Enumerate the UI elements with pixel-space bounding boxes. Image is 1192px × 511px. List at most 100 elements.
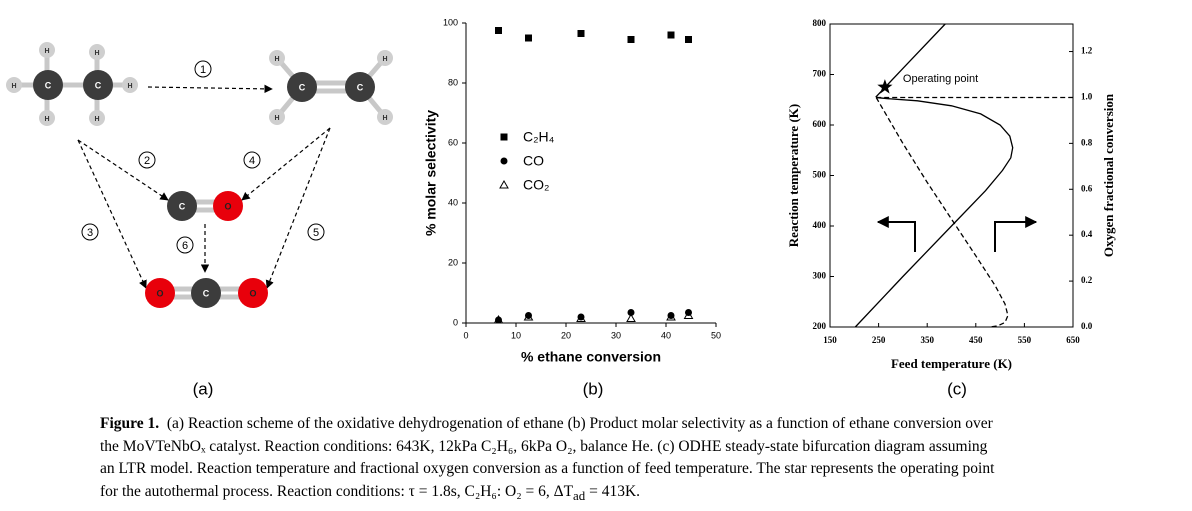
atom: [89, 44, 105, 60]
atom: [145, 278, 175, 308]
marker-square: [495, 27, 502, 34]
y2-axis-label: Oxygen fractional conversion: [1101, 93, 1116, 257]
step-number: 6: [182, 240, 188, 252]
y2-tick-label: 0.2: [1081, 275, 1093, 285]
marker-triangle: [666, 311, 676, 321]
step-number: 2: [144, 155, 150, 167]
step-number: 3: [87, 227, 93, 239]
marker-triangle: [493, 314, 504, 324]
atom: [287, 72, 317, 102]
atom-label: O: [224, 201, 231, 211]
atom-label: O: [156, 288, 163, 298]
y-axis-label: % molar selectivity: [423, 110, 439, 236]
atom: [33, 70, 63, 100]
atom: [269, 50, 285, 66]
reaction-arrows: [77, 84, 331, 289]
atom: [269, 109, 285, 125]
atom-label: C: [203, 288, 210, 298]
x-axis-label: % ethane conversion: [521, 349, 661, 365]
caption-line: for the autothermal process. Reaction co…: [100, 481, 994, 508]
step-circle: [194, 60, 212, 78]
y-tick-label: 300: [813, 271, 827, 281]
plot-frame: [829, 23, 1074, 328]
arrow: [77, 139, 169, 201]
marker-square: [577, 30, 585, 37]
y2-tick-label: 0.8: [1081, 137, 1093, 147]
direction-arrows: [876, 216, 1038, 252]
atom: [39, 110, 55, 126]
caption-text: = 413K.: [585, 482, 641, 500]
y-tick-label: 800: [813, 18, 827, 28]
atom-label: C: [179, 201, 186, 211]
marker-triangle: [683, 310, 694, 319]
caption-line: the MoVTeNbOₓ catalyst. Reaction conditi…: [100, 437, 988, 455]
y-tick-label: 60: [448, 137, 458, 147]
marker-circle: [525, 312, 532, 319]
panel-label: (a): [193, 379, 214, 398]
x-tick-label: 30: [611, 330, 621, 340]
atom-label: C: [357, 82, 364, 92]
marker-square: [667, 31, 675, 39]
step-circle: [243, 151, 261, 169]
marker-triangle: [499, 179, 509, 189]
y2-tick-label: 1.0: [1081, 92, 1093, 102]
atom: [39, 42, 55, 58]
marker-triangle: [523, 311, 534, 321]
atom-label: H: [44, 116, 49, 123]
x-tick-label: 450: [969, 335, 983, 345]
y-axis-label: Reaction temperature (K): [786, 104, 801, 247]
x-tick-label: 10: [511, 330, 521, 340]
atom: [122, 77, 138, 93]
arrow-right: [994, 216, 1038, 252]
marker-triangle: [576, 313, 586, 322]
arrow: [241, 127, 331, 201]
x-tick-label: 40: [661, 330, 671, 340]
step-number: 5: [313, 227, 319, 239]
atom-label: H: [274, 115, 279, 122]
atom-label: O: [249, 288, 256, 298]
caption-label: Figure 1.: [100, 415, 160, 432]
y-tick-label: 0: [453, 317, 458, 327]
curve: [854, 23, 1014, 328]
caption-text: (a) Reaction scheme of the oxidative deh…: [166, 415, 993, 432]
step-circle: [138, 151, 156, 169]
y-tick-label: 100: [443, 17, 458, 27]
atom: [345, 72, 375, 102]
bonds: [14, 50, 387, 300]
marker-circle: [500, 157, 508, 165]
atom-label: C: [299, 82, 306, 92]
atom-label: C: [95, 80, 102, 90]
marker-square: [627, 36, 635, 43]
y2-tick-label: 0.6: [1081, 183, 1093, 193]
x-tick-label: 650: [1066, 335, 1080, 345]
step-number: 1: [200, 64, 206, 76]
y-tick-label: 600: [813, 119, 827, 129]
atom-label: H: [382, 115, 387, 122]
y-tick-label: 700: [813, 69, 827, 79]
x-tick-label: 550: [1018, 335, 1032, 345]
atom-label: H: [94, 116, 99, 123]
arrow: [265, 127, 331, 289]
atom: [377, 50, 393, 66]
y-tick-label: 200: [813, 321, 827, 331]
caption-subscript: ad: [573, 487, 586, 503]
atom-label: C: [45, 80, 52, 90]
panel-label: (b): [583, 379, 604, 398]
marker-triangle: [626, 313, 636, 322]
x-tick-label: 0: [463, 330, 468, 340]
atom: [83, 70, 113, 100]
y-tick-label: 500: [813, 170, 827, 180]
y2-tick-label: 0.0: [1081, 321, 1093, 331]
x-tick-label: 20: [561, 330, 571, 340]
marker-square: [525, 34, 532, 42]
annotation: Operating point: [903, 73, 978, 85]
x-tick-label: 150: [823, 335, 837, 345]
atom: [377, 109, 393, 125]
panel-label: (c): [947, 379, 967, 398]
legend-label: CO: [523, 153, 544, 169]
y-tick-label: 20: [448, 257, 458, 267]
marker-square: [500, 133, 508, 141]
operating-point-star: [877, 79, 893, 94]
step-number: 4: [249, 155, 255, 167]
